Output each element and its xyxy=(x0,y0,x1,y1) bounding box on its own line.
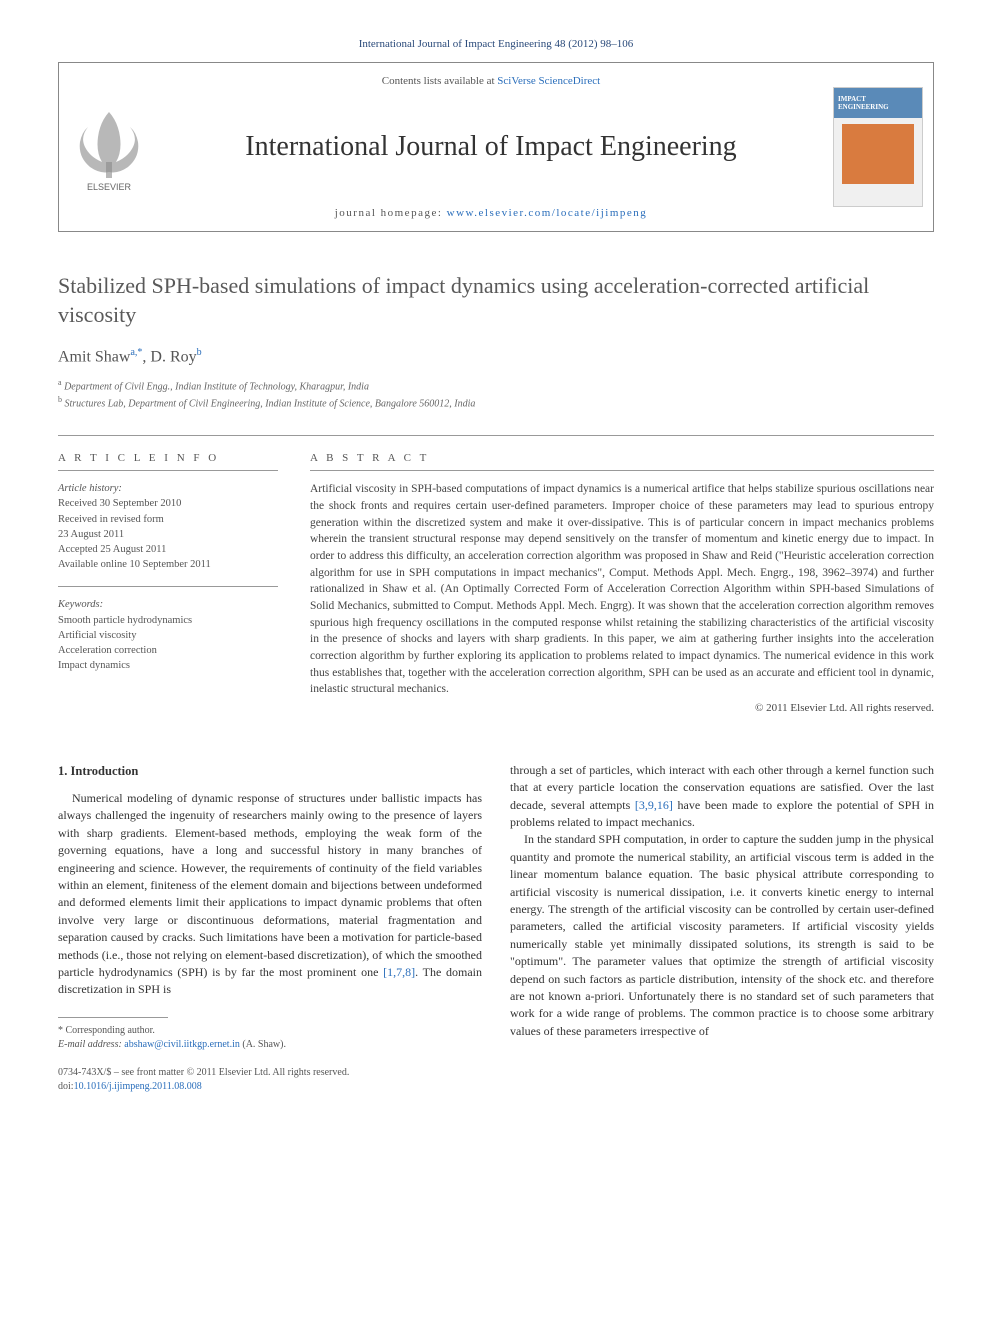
header-center: Contents lists available at SciVerse Sci… xyxy=(159,63,823,231)
footnote-block: * Corresponding author. E-mail address: … xyxy=(58,1024,482,1052)
publisher-label: ELSEVIER xyxy=(87,182,132,192)
intro-p1-text: Numerical modeling of dynamic response o… xyxy=(58,791,482,979)
elsevier-tree-icon: ELSEVIER xyxy=(70,102,148,192)
author-2-name: D. Roy xyxy=(150,349,196,366)
copyright-line: © 2011 Elsevier Ltd. All rights reserved… xyxy=(310,702,934,714)
journal-header-box: ELSEVIER Contents lists available at Sci… xyxy=(58,62,934,232)
history-line-4: Available online 10 September 2011 xyxy=(58,557,278,572)
corresponding-email[interactable]: abshaw@civil.iitkgp.ernet.in xyxy=(124,1039,240,1050)
cover-image-block xyxy=(842,124,914,184)
history-line-2: 23 August 2011 xyxy=(58,527,278,542)
email-label: E-mail address: xyxy=(58,1039,124,1050)
info-abstract-row: A R T I C L E I N F O Article history: R… xyxy=(58,435,934,714)
ref-link-1-7-8[interactable]: [1,7,8] xyxy=(383,965,415,979)
keywords-block: Keywords: Smooth particle hydrodynamics … xyxy=(58,597,278,673)
publisher-logo-cell: ELSEVIER xyxy=(59,63,159,231)
cover-title-strip: IMPACT ENGINEERING xyxy=(834,88,922,118)
journal-homepage-link[interactable]: www.elsevier.com/locate/ijimpeng xyxy=(447,207,648,219)
history-line-0: Received 30 September 2010 xyxy=(58,496,278,511)
email-line: E-mail address: abshaw@civil.iitkgp.erne… xyxy=(58,1038,482,1052)
affiliation-a-text: Department of Civil Engg., Indian Instit… xyxy=(64,381,369,392)
footnote-separator xyxy=(58,1017,168,1018)
history-line-1: Received in revised form xyxy=(58,512,278,527)
doi-line: doi:10.1016/j.ijimpeng.2011.08.008 xyxy=(58,1080,482,1094)
article-info-col: A R T I C L E I N F O Article history: R… xyxy=(58,452,278,714)
intro-para-2: In the standard SPH computation, in orde… xyxy=(510,831,934,1040)
journal-homepage-line: journal homepage: www.elsevier.com/locat… xyxy=(169,207,813,219)
info-divider xyxy=(58,586,278,587)
affiliation-b-sup: b xyxy=(58,395,62,404)
affiliation-a: a Department of Civil Engg., Indian Inst… xyxy=(58,377,934,394)
contents-prefix: Contents lists available at xyxy=(382,75,497,87)
abstract-text: Artificial viscosity in SPH-based comput… xyxy=(310,481,934,698)
article-info-heading: A R T I C L E I N F O xyxy=(58,452,278,471)
history-label: Article history: xyxy=(58,481,278,496)
homepage-prefix: journal homepage: xyxy=(335,207,447,219)
body-col-right: through a set of particles, which intera… xyxy=(510,762,934,1094)
affiliations: a Department of Civil Engg., Indian Inst… xyxy=(58,377,934,412)
history-line-3: Accepted 25 August 2011 xyxy=(58,542,278,557)
abstract-col: A B S T R A C T Artificial viscosity in … xyxy=(310,452,934,714)
doi-link[interactable]: 10.1016/j.ijimpeng.2011.08.008 xyxy=(74,1081,202,1092)
body-col-left: 1. Introduction Numerical modeling of dy… xyxy=(58,762,482,1094)
keyword-0: Smooth particle hydrodynamics xyxy=(58,613,278,628)
intro-para-1: Numerical modeling of dynamic response o… xyxy=(58,790,482,999)
affiliation-b: b Structures Lab, Department of Civil En… xyxy=(58,394,934,411)
doi-prefix: doi: xyxy=(58,1081,74,1092)
intro-para-1-cont: through a set of particles, which intera… xyxy=(510,762,934,832)
ref-link-3-9-16[interactable]: [3,9,16] xyxy=(635,798,673,812)
keywords-label: Keywords: xyxy=(58,597,278,612)
corresponding-author-note: * Corresponding author. xyxy=(58,1024,482,1038)
article-history-block: Article history: Received 30 September 2… xyxy=(58,481,278,572)
article-title: Stabilized SPH-based simulations of impa… xyxy=(58,272,934,329)
citation-line: International Journal of Impact Engineer… xyxy=(58,38,934,50)
author-2-sup: b xyxy=(197,347,202,358)
contents-available-line: Contents lists available at SciVerse Sci… xyxy=(169,75,813,87)
body-columns: 1. Introduction Numerical modeling of dy… xyxy=(58,762,934,1094)
author-1-name: Amit Shaw xyxy=(58,349,130,366)
issn-copyright-line: 0734-743X/$ – see front matter © 2011 El… xyxy=(58,1066,482,1080)
journal-cover-thumb: IMPACT ENGINEERING xyxy=(833,87,923,207)
keyword-1: Artificial viscosity xyxy=(58,628,278,643)
page-container: International Journal of Impact Engineer… xyxy=(0,0,992,1134)
section-1-heading: 1. Introduction xyxy=(58,762,482,780)
email-tail: (A. Shaw). xyxy=(240,1039,286,1050)
keyword-2: Acceleration correction xyxy=(58,643,278,658)
journal-cover-cell: IMPACT ENGINEERING xyxy=(823,63,933,231)
author-list: Amit Shawa,*, D. Royb xyxy=(58,347,934,366)
keyword-3: Impact dynamics xyxy=(58,658,278,673)
affiliation-a-sup: a xyxy=(58,378,62,387)
abstract-heading: A B S T R A C T xyxy=(310,452,934,471)
affiliation-b-text: Structures Lab, Department of Civil Engi… xyxy=(65,398,476,409)
author-1-sup: a,* xyxy=(130,347,142,358)
journal-name: International Journal of Impact Engineer… xyxy=(169,131,813,163)
sciencedirect-link[interactable]: SciVerse ScienceDirect xyxy=(497,75,600,87)
bottom-meta: 0734-743X/$ – see front matter © 2011 El… xyxy=(58,1066,482,1094)
